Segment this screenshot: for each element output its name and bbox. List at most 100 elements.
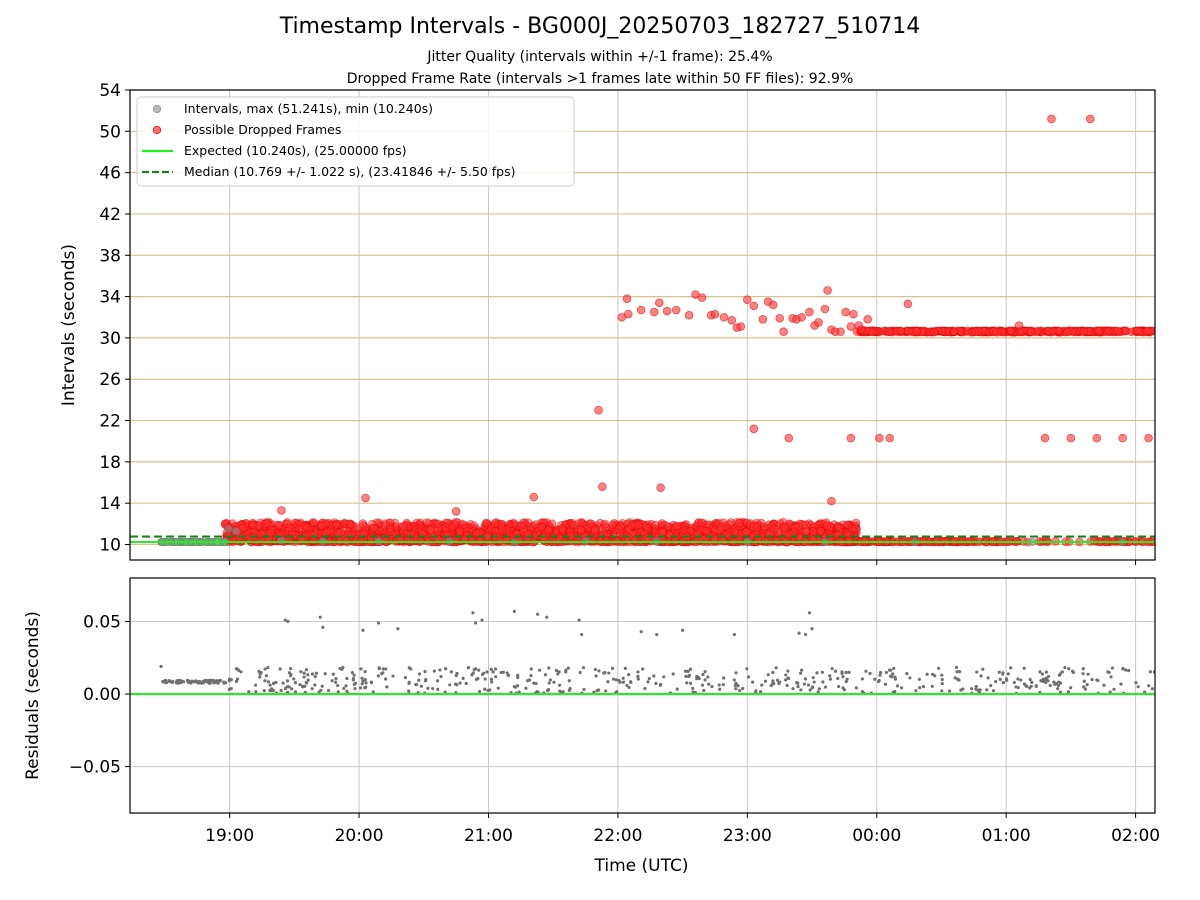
residual-point [687, 674, 691, 679]
dropped-frame-point [727, 316, 737, 325]
residual-point [905, 672, 909, 676]
dropped-frame-point [797, 312, 806, 322]
residual-point [703, 678, 707, 682]
residual-point [547, 666, 551, 670]
chart-title: Timestamp Intervals - BG000J_20250703_18… [279, 14, 921, 39]
residual-point [190, 679, 194, 683]
residual-point [489, 677, 494, 681]
residual-point [556, 672, 560, 676]
dropped-frame-point [752, 523, 762, 532]
y-tick-label: 50 [99, 122, 121, 142]
dropped-frame-point [502, 525, 512, 534]
residual-point [1121, 667, 1125, 671]
dropped-frame-point [294, 524, 304, 534]
residual-point [684, 674, 688, 678]
residual-point [877, 678, 881, 683]
residual-point [701, 672, 705, 677]
residual-point [253, 683, 258, 687]
legend: Intervals, max (51.241s), min (10.240s) P… [136, 96, 575, 187]
residual-point [432, 669, 436, 673]
dropped-frame-point [309, 518, 318, 527]
residual-point [1066, 690, 1071, 694]
residual-point [627, 673, 631, 677]
residual-point [774, 666, 778, 670]
dropped-frame-point [1066, 433, 1076, 443]
residual-point [304, 681, 308, 685]
residual-point [1009, 666, 1013, 670]
dropped-frame-point [875, 433, 884, 443]
dropped-frame-point [627, 521, 636, 530]
dropped-frame-point [1142, 326, 1152, 336]
residual-point [161, 679, 165, 684]
dropped-frame-point [649, 307, 659, 317]
dropped-frame-point [426, 525, 435, 535]
y-tick-label: 26 [99, 370, 121, 390]
residual-point [621, 676, 625, 680]
dropped-frame-point [537, 522, 546, 532]
dropped-frame-point [554, 533, 564, 543]
residual-point [1056, 683, 1060, 688]
residual-point [449, 670, 453, 674]
residual-point [734, 681, 738, 685]
residual-point [766, 673, 770, 677]
residual-point [313, 675, 317, 679]
residual-point [473, 621, 478, 625]
residual-point [489, 667, 493, 671]
dropped-frame-point [779, 327, 788, 337]
dropped-frame-point [775, 313, 784, 323]
residual-point [688, 681, 693, 685]
residual-point [1034, 684, 1038, 689]
residual-point [675, 687, 679, 691]
residual-point [384, 677, 388, 681]
residual-point [581, 666, 586, 670]
dropped-frame-point [912, 327, 922, 336]
dropped-frame-point [1118, 433, 1127, 443]
residual-point [1053, 682, 1057, 686]
dropped-frame-point [816, 526, 826, 536]
residual-point [170, 680, 174, 685]
dropped-frame-point [1133, 326, 1142, 336]
residual-point [423, 669, 427, 674]
legend-item: Median (10.769 +/- 1.022 s), (23.41846 +… [142, 164, 515, 179]
residual-point [1081, 672, 1085, 676]
residual-point [887, 668, 892, 672]
x-tick-label: 00:00 [852, 826, 901, 846]
residual-point [828, 677, 833, 681]
residual-point [917, 677, 921, 681]
residual-point [878, 670, 883, 675]
residual-point [1112, 687, 1116, 691]
dropped-frame-point [794, 521, 803, 531]
dropped-frame-point [784, 433, 794, 443]
residual-point [606, 680, 610, 684]
residual-point [414, 682, 418, 687]
y-tick-label: 46 [99, 164, 121, 184]
residual-point [732, 678, 736, 682]
residual-point [940, 681, 944, 686]
residual-point [860, 689, 864, 694]
residual-point [738, 689, 742, 693]
residual-point [278, 667, 282, 671]
x-tick-label: 01:00 [982, 826, 1031, 846]
residual-point [681, 628, 685, 632]
y-tick-label: −0.05 [69, 758, 121, 778]
residual-point [860, 677, 865, 681]
y-tick-label: 0.05 [83, 613, 121, 633]
residual-point [263, 679, 267, 683]
residual-point [940, 673, 944, 677]
residual-point [643, 686, 647, 691]
dropped-frame-point [601, 523, 611, 532]
residual-point [306, 678, 310, 682]
residual-point [304, 668, 309, 672]
residual-point [377, 666, 381, 670]
residual-point [763, 679, 768, 683]
dropped-frame-point [1040, 433, 1050, 443]
residual-point [1150, 687, 1154, 691]
y-tick-label: 34 [99, 288, 121, 308]
residual-point [639, 630, 643, 634]
residual-point [796, 685, 800, 689]
residual-point [784, 678, 788, 682]
residual-point [1041, 679, 1046, 684]
dropped-frame-point [254, 521, 263, 530]
residual-point [1056, 687, 1060, 691]
chart-subtitle-jitter: Jitter Quality (intervals within +/-1 fr… [427, 49, 773, 65]
